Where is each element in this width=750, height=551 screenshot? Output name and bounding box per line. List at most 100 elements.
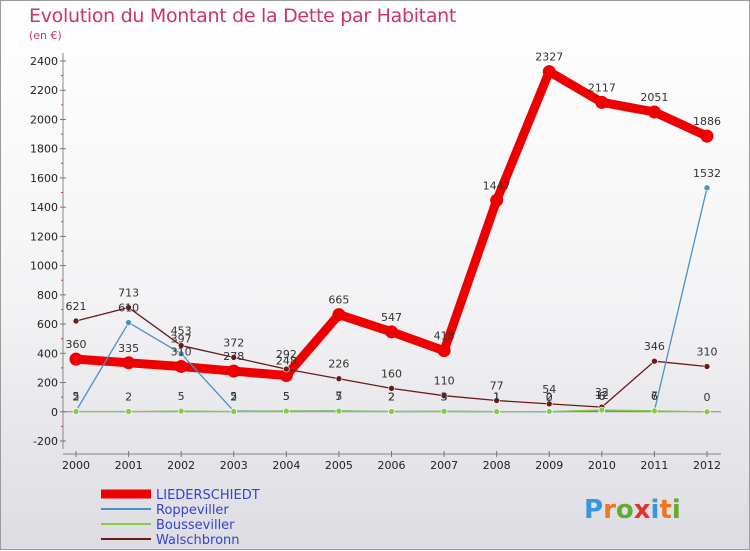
point-bousseviller (72, 408, 80, 415)
y-tick-label: 600 (37, 318, 58, 331)
x-tick-label: 2011 (640, 459, 668, 472)
point-liederschiedt (174, 359, 188, 373)
legend-label-roppeviller: Roppeviller (156, 503, 229, 518)
chart-subtitle: (en €) (29, 29, 62, 42)
data-label-liederschiedt: 335 (118, 342, 139, 355)
y-tick-label: 0 (51, 406, 58, 419)
data-label-walschbronn: 110 (434, 375, 455, 388)
point-walschbronn (283, 365, 290, 373)
data-label-walschbronn: 453 (171, 325, 192, 338)
data-label-bousseviller: 2 (546, 390, 553, 403)
x-tick-label: 2008 (483, 459, 511, 472)
data-label-liederschiedt: 248 (276, 355, 297, 368)
data-label-liederschiedt: 547 (381, 311, 402, 324)
data-label-bousseviller: 2 (125, 390, 132, 403)
data-label-bousseviller: 2 (230, 390, 237, 403)
point-bousseviller (283, 407, 290, 415)
point-bousseviller (651, 407, 658, 415)
point-liederschiedt (700, 129, 714, 143)
legend-label-liederschiedt: LIEDERSCHIEDT (156, 488, 260, 503)
x-tick-label: 2012 (693, 459, 721, 472)
point-bousseviller (545, 408, 553, 415)
x-tick-label: 2009 (535, 459, 563, 472)
legend-label-bousseviller: Bousseviller (156, 518, 235, 533)
data-label-roppeviller: 7 (335, 390, 342, 403)
proxiti-logo: Proxiti (584, 495, 681, 525)
data-label-liederschiedt: 2327 (535, 51, 563, 64)
data-label-walschbronn: 292 (276, 348, 297, 361)
data-label-roppeviller: 397 (171, 333, 192, 346)
point-walschbronn (440, 392, 448, 399)
y-tick-label: 1200 (30, 230, 58, 243)
x-tick-label: 2010 (588, 459, 616, 472)
logo-text: Proxiti (584, 495, 681, 525)
data-label-bousseviller: 5 (283, 390, 290, 403)
y-tick-label: 1600 (30, 172, 58, 185)
data-label-roppeviller: 5 (230, 390, 237, 403)
series-lines (69, 65, 714, 416)
x-tick-label: 2003 (220, 459, 248, 472)
point-liederschiedt (542, 65, 556, 79)
point-bousseviller (703, 408, 711, 416)
data-label-liederschiedt: 418 (434, 330, 455, 343)
legend: LIEDERSCHIEDTRoppevillerBoussevillerWals… (101, 488, 260, 548)
data-label-walschbronn: 372 (223, 336, 244, 349)
data-label-bousseviller: 6 (651, 390, 658, 403)
data-labels: 360 335 310 278 2486655474181447232721172051… (66, 51, 722, 404)
data-label-roppeviller: 5 (73, 390, 80, 403)
point-roppeviller (703, 184, 711, 192)
point-walschbronn (72, 317, 80, 325)
x-tick-label: 2002 (167, 459, 195, 472)
point-walschbronn (703, 363, 711, 370)
point-bousseviller (388, 408, 395, 415)
point-liederschiedt (332, 308, 346, 322)
data-label-walschbronn: 160 (381, 367, 402, 380)
x-tick-label: 2005 (325, 459, 353, 472)
point-bousseviller (598, 406, 606, 414)
x-tick-label: 2007 (430, 459, 458, 472)
data-label-roppeviller: 1 (493, 391, 500, 404)
data-label-walschbronn: 310 (697, 345, 718, 358)
point-liederschiedt (595, 95, 609, 109)
point-roppeviller (177, 350, 185, 358)
point-walschbronn (230, 354, 238, 361)
x-tick-label: 2006 (378, 459, 406, 472)
point-walschbronn (177, 342, 185, 349)
x-tick-label: 2001 (115, 459, 143, 472)
data-label-liederschiedt: 1886 (693, 115, 721, 128)
data-label-roppeviller: 2 (388, 390, 395, 403)
point-walschbronn (388, 385, 395, 392)
point-liederschiedt (385, 325, 398, 339)
data-label-roppeviller: 0 (546, 391, 553, 404)
data-label-roppeviller: 610 (118, 302, 139, 315)
data-label-bousseviller: 12 (595, 389, 609, 402)
y-tick-label: 1400 (30, 201, 58, 214)
data-label-roppeviller: 7 (651, 390, 658, 403)
data-label-bousseviller: 2 (73, 390, 80, 403)
point-bousseviller (177, 407, 185, 415)
data-label-bousseviller: 3 (441, 390, 448, 403)
point-bousseviller (230, 408, 238, 415)
data-label-walschbronn: 77 (490, 380, 504, 393)
data-label-liederschiedt: 2051 (640, 91, 668, 104)
data-label-walschbronn: 54 (542, 383, 556, 396)
y-tick-label: 800 (37, 289, 58, 302)
data-label-walschbronn: 346 (644, 340, 665, 353)
y-tick-label: 400 (37, 347, 58, 360)
point-liederschiedt (69, 352, 83, 366)
y-tick-label: 2000 (30, 113, 58, 126)
legend-label-walschbronn: Walschbronn (156, 533, 240, 548)
data-label-liederschiedt: 2117 (588, 81, 616, 94)
point-liederschiedt (437, 344, 451, 358)
data-label-walschbronn: 713 (118, 287, 139, 300)
data-label-bousseviller: 0 (704, 391, 711, 404)
data-label-liederschiedt: 1447 (483, 179, 511, 192)
y-tick-label: 2200 (30, 84, 58, 97)
point-liederschiedt (279, 369, 293, 383)
point-bousseviller (440, 408, 448, 415)
point-bousseviller (125, 408, 132, 415)
data-label-bousseviller: 2 (388, 390, 395, 403)
point-walschbronn (335, 375, 343, 383)
data-label-bousseviller: 1 (493, 391, 500, 404)
